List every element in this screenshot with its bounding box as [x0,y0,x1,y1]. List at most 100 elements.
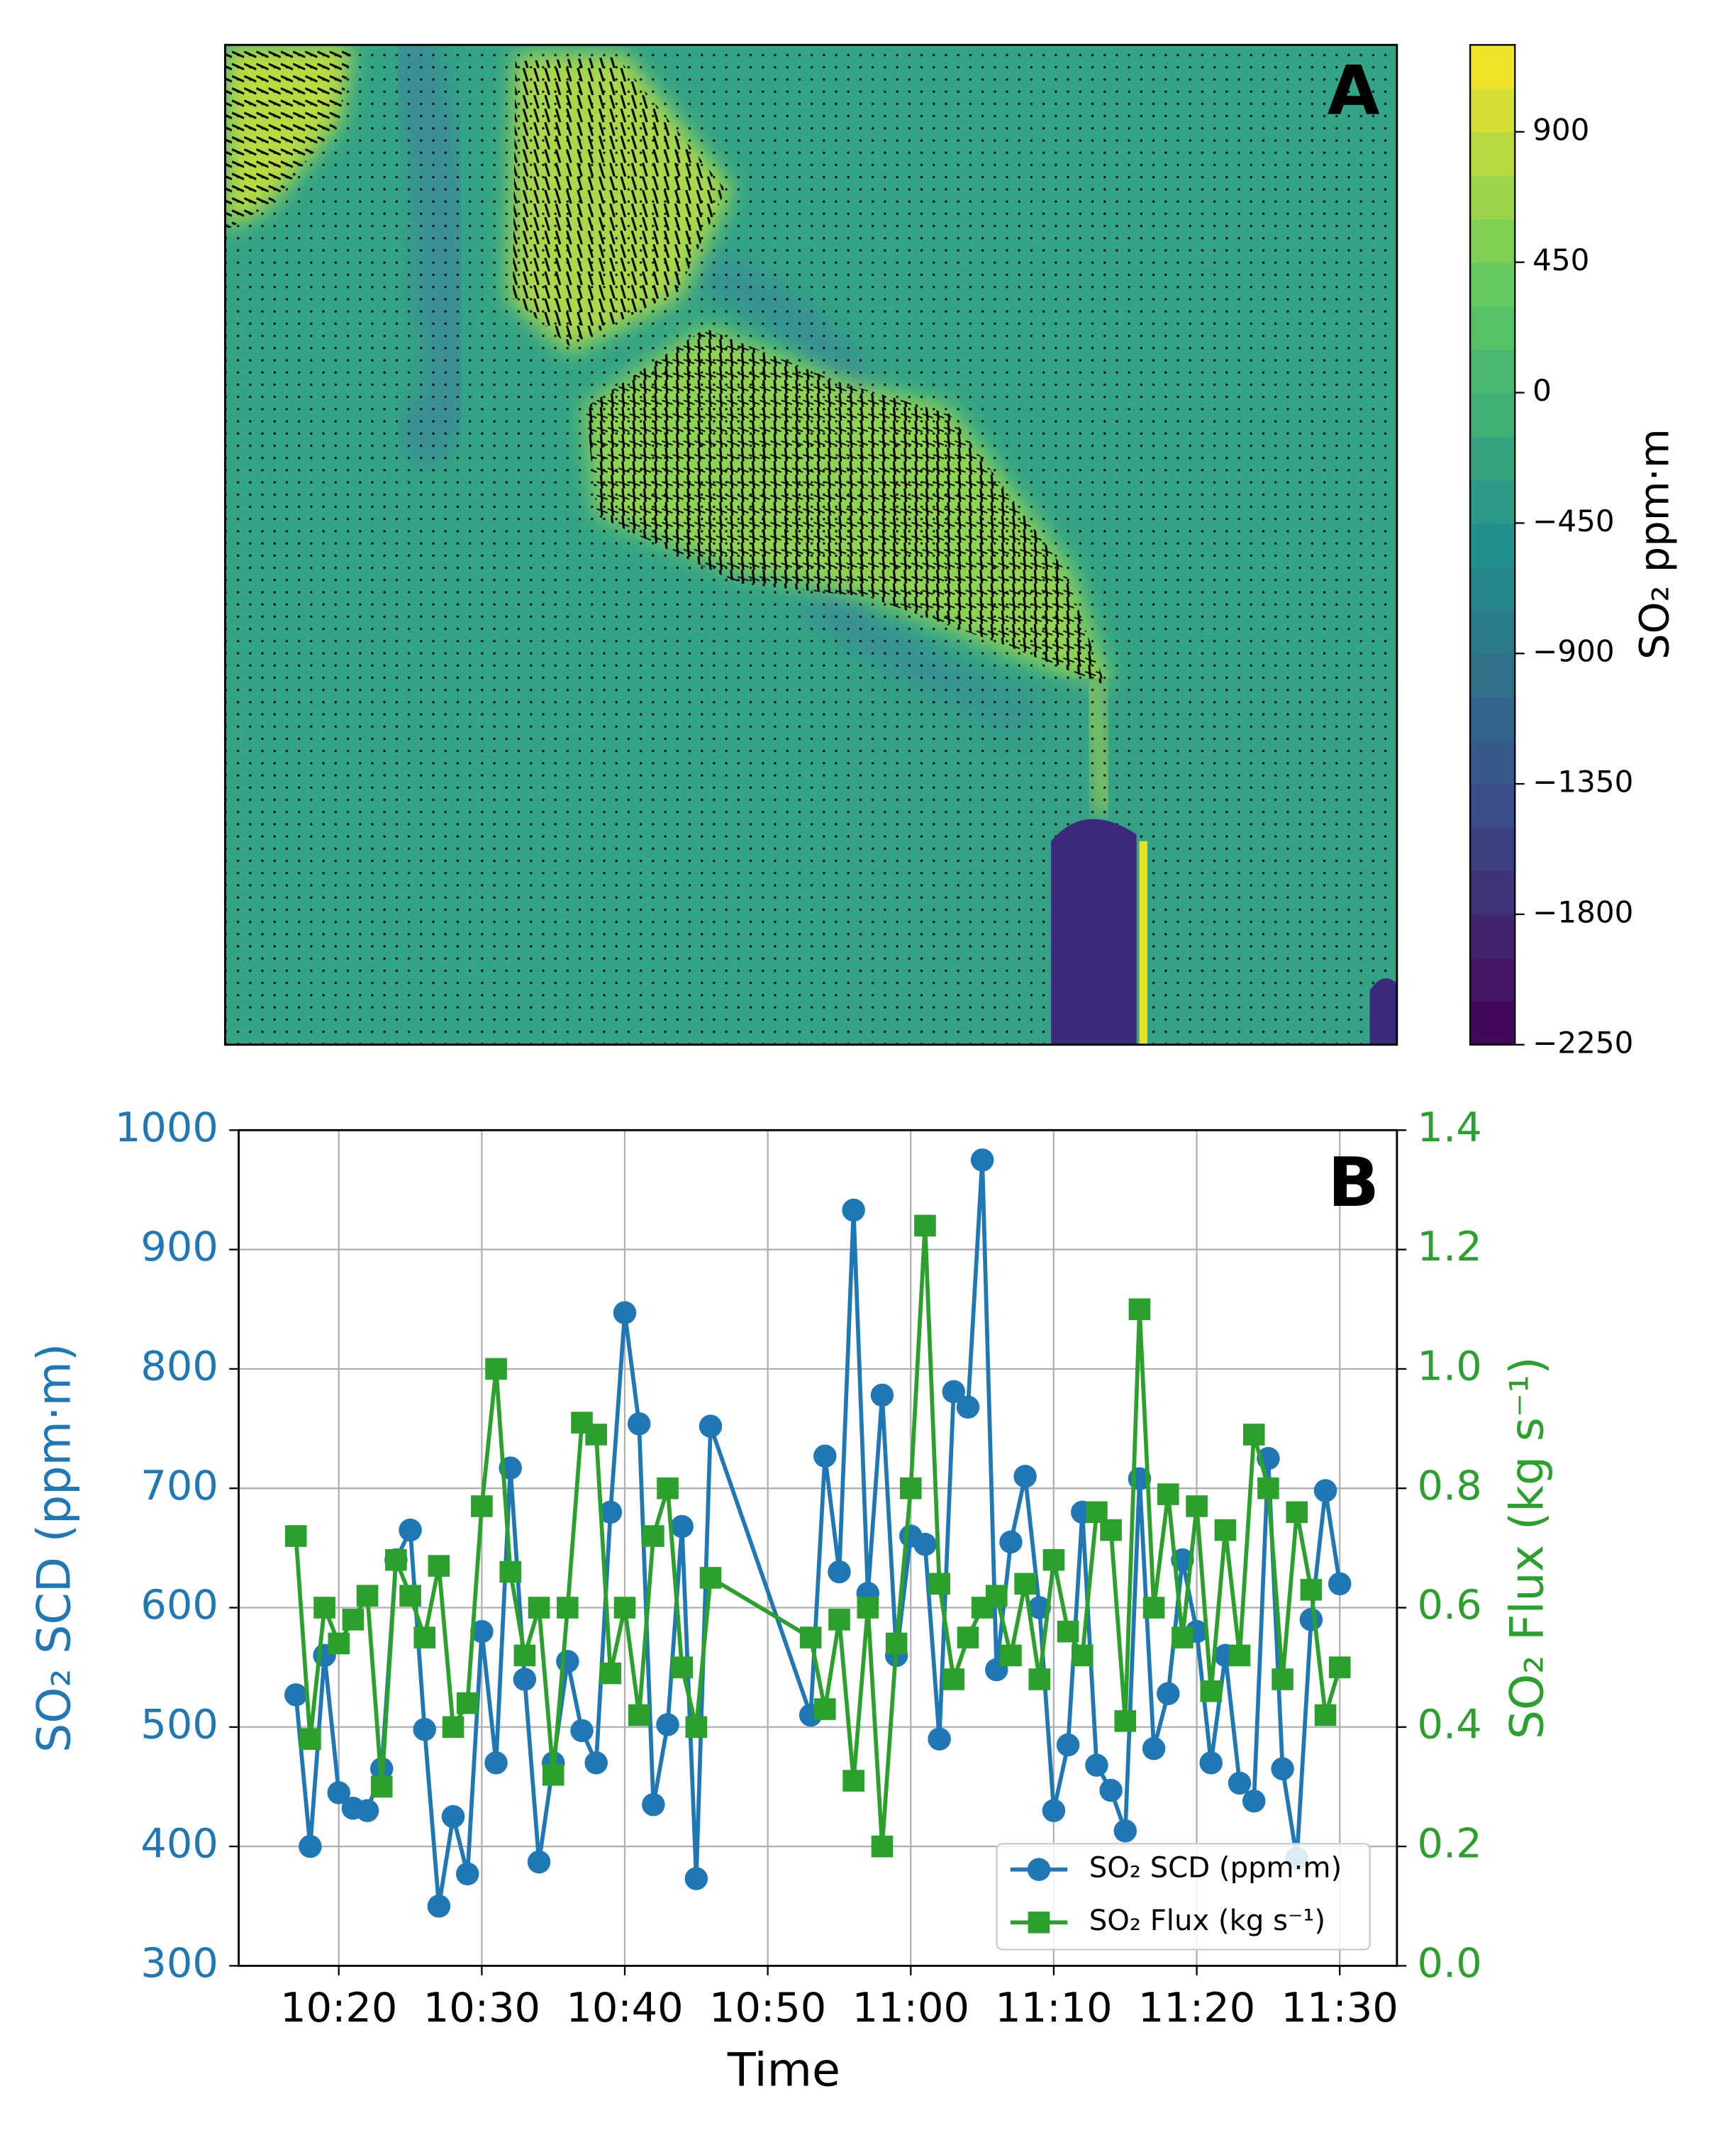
data-point [327,1781,351,1805]
data-point [642,1525,664,1547]
colorbar-band [1470,349,1515,394]
data-point [1013,1465,1037,1488]
data-point [1314,1704,1337,1726]
data-point [999,1530,1023,1554]
data-point [1056,1733,1080,1757]
data-point [485,1358,507,1380]
colorbar-band [1470,88,1515,133]
heatmap [225,45,1397,1045]
colorbar: 900 450 0 −450 −900 −1350 −1800 −2250 [1470,45,1633,1060]
data-point [942,1380,966,1404]
y2-tick-label: 0.2 [1418,1820,1482,1868]
colorbar-band [1470,175,1515,220]
data-point [1286,1501,1308,1524]
data-point [842,1770,864,1792]
legend-label: SO₂ SCD (ppm·m) [1089,1852,1342,1885]
data-point [656,1713,679,1736]
data-point [914,1214,936,1237]
data-point [857,1597,879,1619]
data-point [342,1609,365,1631]
data-point [1142,1736,1166,1761]
data-point [1113,1819,1137,1843]
plot-frame [224,43,1398,1046]
data-point [1057,1620,1079,1643]
data-point [828,1560,851,1584]
data-point [957,1626,979,1648]
data-point [428,1555,450,1577]
data-point [970,1148,994,1172]
colorbar-tick-label: 450 [1532,243,1589,277]
data-point [355,1799,379,1822]
data-point [1186,1495,1208,1517]
data-point [1157,1483,1179,1505]
colorbar-band [1470,436,1515,481]
data-point [1313,1479,1337,1502]
colorbar-band [1470,218,1515,263]
colorbar-band [1470,480,1515,524]
data-point [613,1301,637,1325]
colorbar-band [1470,523,1515,567]
plot-frame [238,1129,1398,1967]
data-point [557,1597,579,1619]
x-tick-label: 11:20 [1138,1984,1255,2032]
series-line [294,1160,1342,1907]
data-point [1272,1668,1293,1690]
data-point [513,1668,537,1691]
y-axis-label: SO₂ SCD (ppm·m) [28,1343,81,1753]
legend [996,1843,1371,1951]
colorbar-band [1470,653,1515,698]
data-point [299,1728,321,1750]
colorbar-tick-label: 900 [1532,112,1589,147]
data-point [1128,1298,1151,1321]
colorbar-band [1470,784,1515,828]
colorbar-tick-label: 0 [1532,373,1552,408]
data-point [556,1649,579,1673]
data-point [1100,1519,1122,1541]
data-point [1199,1751,1223,1775]
data-point [1228,1644,1251,1667]
data-point [870,1383,894,1407]
data-point [942,1668,965,1690]
data-point [1156,1682,1180,1705]
data-point [413,1717,436,1741]
legend-label: SO₂ Flux (kg s⁻¹) [1089,1905,1325,1937]
x-tick-label: 11:30 [1281,1984,1398,2032]
y2-tick-label: 0.0 [1418,1939,1482,1987]
data-point [299,1834,322,1858]
colorbar-tick-label: −1800 [1532,894,1633,929]
data-point [471,1495,493,1517]
data-point [670,1514,694,1539]
data-point [642,1792,665,1817]
data-point [1257,1477,1279,1500]
data-point [442,1716,464,1739]
data-point [499,1561,522,1583]
data-point [1328,1656,1351,1678]
y-tick-label: 900 [140,1223,218,1270]
legend-swatch [1028,1911,1050,1934]
data-point [913,1533,937,1556]
data-point [1299,1608,1323,1631]
colorbar-band [1470,827,1515,872]
data-point [685,1716,708,1739]
data-point [1242,1424,1265,1446]
data-point [885,1632,908,1655]
data-point [456,1692,479,1714]
data-point [699,1414,723,1438]
data-point [1042,1548,1065,1571]
colorbar-tick-label: −1350 [1532,765,1633,799]
data-point [1114,1710,1137,1732]
data-point [1071,1644,1094,1667]
y2-tick-label: 1.2 [1418,1223,1482,1270]
x-tick-label: 10:20 [280,1984,397,2032]
data-point [455,1862,479,1886]
data-point [484,1751,508,1775]
data-point [470,1619,494,1644]
data-point [427,1894,451,1918]
data-point [1214,1519,1237,1541]
data-point [513,1644,536,1667]
colorbar-band [1470,740,1515,785]
data-point [385,1548,407,1571]
data-point [1300,1578,1323,1601]
data-point [284,1683,308,1707]
